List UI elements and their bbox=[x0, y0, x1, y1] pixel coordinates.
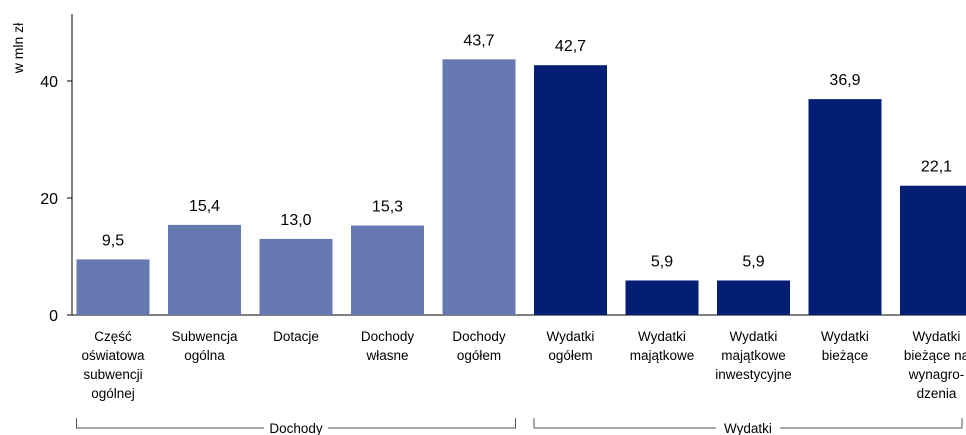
x-tick-label-line: dzenia bbox=[917, 386, 957, 401]
bar bbox=[442, 59, 516, 316]
bar bbox=[625, 280, 699, 315]
group-bracket bbox=[76, 418, 516, 429]
data-label: 36,9 bbox=[829, 72, 860, 89]
y-tick-label: 0 bbox=[49, 308, 58, 325]
x-tick-label-line: ogólna bbox=[184, 348, 225, 363]
bar bbox=[168, 224, 241, 315]
x-tick-label-line: wynagro- bbox=[908, 367, 965, 382]
x-tick-label-line: majątkowe bbox=[721, 348, 786, 363]
data-label: 9,5 bbox=[102, 232, 124, 249]
x-tick-label: Subwencja ogólna bbox=[171, 329, 238, 363]
data-label: 43,7 bbox=[463, 32, 494, 49]
group-label: Wydatki bbox=[724, 421, 772, 435]
x-tick-label: Dotacje bbox=[273, 329, 319, 344]
bar bbox=[534, 65, 607, 315]
x-tick-label-line: ogółem bbox=[457, 348, 501, 363]
x-tick-label-line: Wydatki bbox=[547, 329, 595, 344]
x-tick-label-line: Wydatki bbox=[821, 329, 869, 344]
data-label: 15,4 bbox=[189, 198, 220, 215]
x-tick-label-line: własne bbox=[365, 348, 408, 363]
group-brackets: Dochody Wydatki bbox=[76, 418, 963, 435]
data-label: 22,1 bbox=[921, 159, 952, 176]
group-bracket bbox=[533, 418, 963, 429]
y-tick-label: 40 bbox=[40, 74, 58, 91]
x-tick-label-line: majątkowe bbox=[630, 348, 695, 363]
x-tick-label-line: oświatowa bbox=[81, 348, 145, 363]
bar bbox=[351, 225, 424, 315]
x-tick-label-line: inwestycyjne bbox=[715, 367, 792, 382]
x-tick-label-line: Dochody bbox=[361, 329, 415, 344]
x-tick-label-line: ogółem bbox=[548, 348, 592, 363]
x-tick-label-line: subwencji bbox=[83, 367, 142, 382]
x-tick-label: Dochody własne bbox=[361, 329, 415, 363]
bar bbox=[808, 99, 882, 315]
x-tick-label: Wydatki bieżące bbox=[821, 329, 869, 363]
x-tick-label: Wydatki majątkowe bbox=[630, 329, 695, 363]
x-tick-label-line: Wydatki bbox=[730, 329, 778, 344]
bar bbox=[900, 185, 966, 315]
data-label: 13,0 bbox=[280, 212, 311, 229]
x-tick-label: Wydatki majątkowe inwestycyjne bbox=[715, 329, 792, 382]
data-label: 5,9 bbox=[651, 253, 673, 270]
category-labels: Część oświatowa subwencji ogólnej Subwencja o… bbox=[81, 329, 966, 401]
y-tick-label: 20 bbox=[40, 191, 58, 208]
x-tick-label-line: Subwencja bbox=[171, 329, 238, 344]
x-tick-label: Część oświatowa subwencji ogólnej bbox=[81, 329, 145, 401]
bar bbox=[717, 280, 790, 315]
x-tick-label-line: ogólnej bbox=[91, 386, 135, 401]
group-label: Dochody bbox=[269, 421, 323, 435]
bars bbox=[76, 59, 966, 316]
x-tick-label: Wydatki bieżące na wynagro-dzenia bbox=[904, 329, 966, 401]
bar bbox=[76, 259, 150, 315]
x-tick-label-line: Wydatki bbox=[913, 329, 961, 344]
x-tick-label: Dochody ogółem bbox=[452, 329, 506, 363]
x-tick-label-line: Dochody bbox=[452, 329, 506, 344]
data-label: 15,3 bbox=[372, 198, 403, 215]
x-tick-label-line: Wydatki bbox=[638, 329, 686, 344]
bar bbox=[259, 238, 333, 315]
x-tick-label: Wydatki ogółem bbox=[547, 329, 595, 363]
data-label: 5,9 bbox=[742, 253, 764, 270]
x-tick-label-line: Dotacje bbox=[273, 329, 319, 344]
y-axis-title: w mln zł bbox=[10, 22, 26, 74]
x-tick-label-line: bieżące na bbox=[904, 348, 966, 363]
data-label: 42,7 bbox=[555, 38, 586, 55]
x-tick-label-line: Część bbox=[94, 329, 132, 344]
x-tick-label-line: bieżące bbox=[822, 348, 869, 363]
value-labels: 9,5 15,4 13,0 15,3 43,7 42,7 5,9 5,9 36,9 22,1 bbox=[102, 32, 952, 270]
